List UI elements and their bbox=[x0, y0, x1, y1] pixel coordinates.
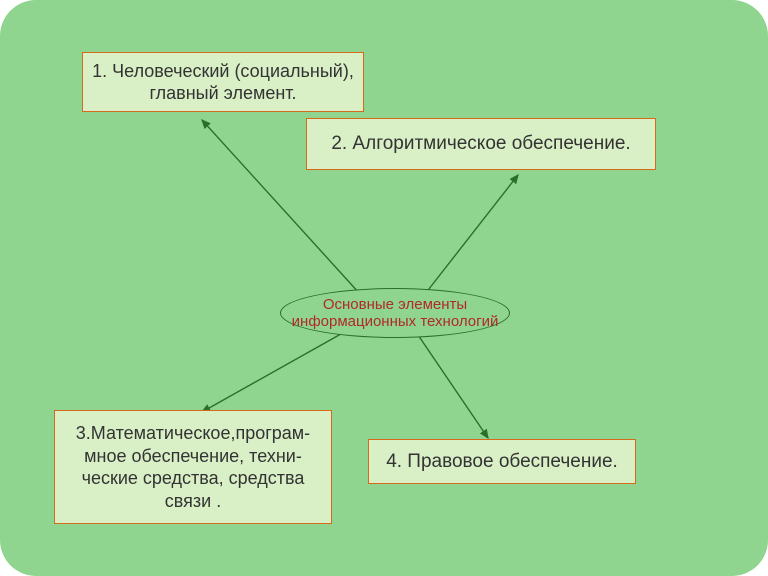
box1-label: 1. Человеческий (социальный), главный эл… bbox=[91, 60, 355, 105]
center-label: Основные элементы информационных техноло… bbox=[281, 296, 509, 331]
box1: 1. Человеческий (социальный), главный эл… bbox=[82, 52, 364, 112]
box3: 3.Математическое,програм-мное обеспечени… bbox=[54, 410, 332, 524]
box2-label: 2. Алгоритмическое обеспечение. bbox=[331, 132, 630, 156]
box2: 2. Алгоритмическое обеспечение. bbox=[306, 118, 656, 170]
box4-label: 4. Правовое обеспечение. bbox=[386, 450, 618, 474]
center-ellipse: Основные элементы информационных техноло… bbox=[280, 288, 510, 338]
box4: 4. Правовое обеспечение. bbox=[368, 439, 636, 484]
box3-label: 3.Математическое,програм-мное обеспечени… bbox=[63, 422, 323, 512]
